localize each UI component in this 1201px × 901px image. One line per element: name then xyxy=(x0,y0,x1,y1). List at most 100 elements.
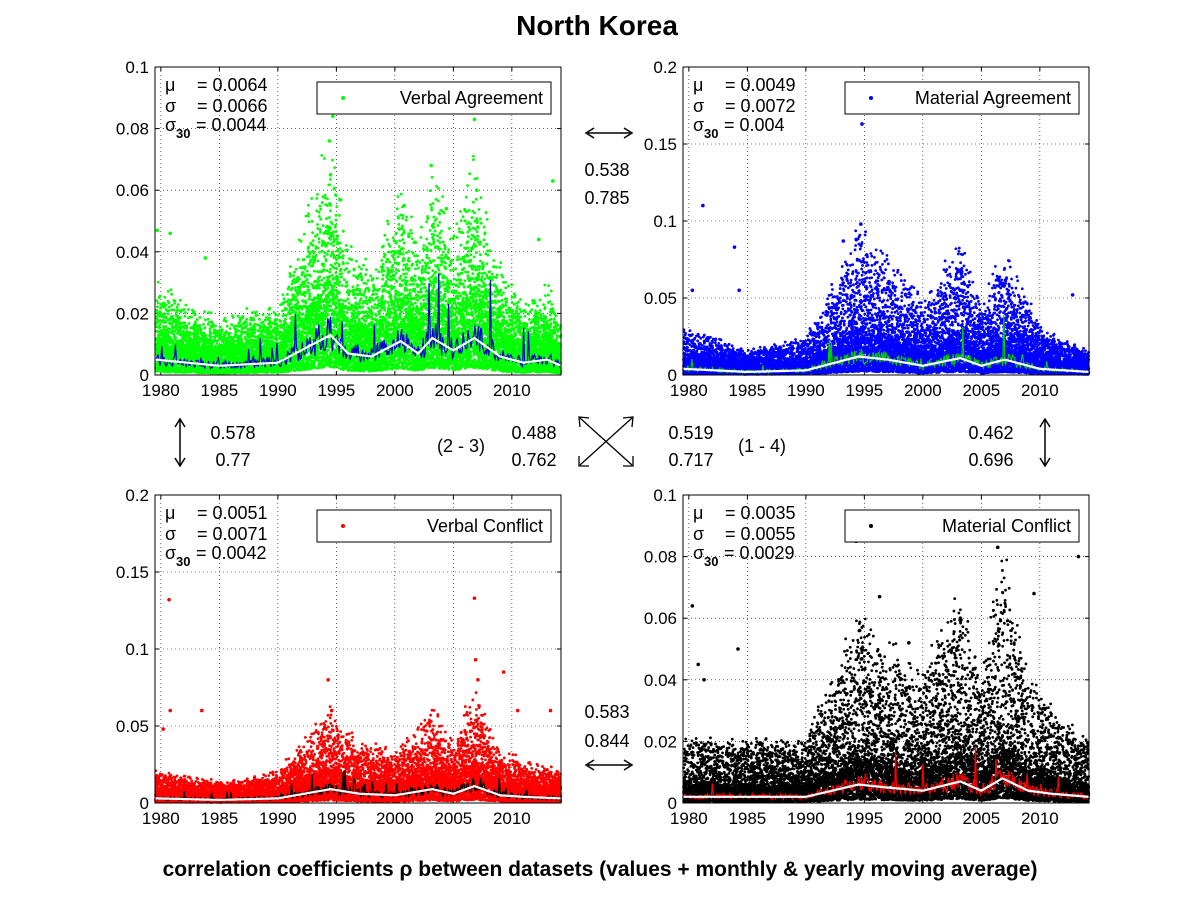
data-point xyxy=(302,232,306,236)
data-point xyxy=(311,231,314,235)
data-point xyxy=(283,300,287,304)
data-point xyxy=(228,331,232,335)
data-point xyxy=(194,320,197,324)
data-point xyxy=(157,314,161,318)
data-point xyxy=(183,321,187,325)
x-tick-label: 1980 xyxy=(142,381,180,400)
data-point xyxy=(176,303,180,306)
data-point xyxy=(272,311,276,314)
data-point xyxy=(195,318,199,321)
data-point xyxy=(228,327,232,330)
data-point xyxy=(309,274,312,278)
data-point xyxy=(307,315,310,319)
data-point xyxy=(171,315,175,319)
data-point xyxy=(164,303,168,307)
data-point xyxy=(282,297,286,301)
y-tick-label: 0.08 xyxy=(116,120,149,139)
data-point xyxy=(284,313,288,317)
data-point xyxy=(292,274,295,277)
data-point xyxy=(206,311,210,314)
data-point xyxy=(298,310,301,314)
data-point xyxy=(156,301,160,305)
x-tick-label: 2005 xyxy=(434,381,472,400)
y-tick-label: 0.1 xyxy=(125,58,149,77)
y-tick-label: 0.02 xyxy=(116,304,149,323)
data-point xyxy=(237,329,240,333)
data-point xyxy=(267,339,271,343)
data-point xyxy=(168,327,172,331)
data-point xyxy=(156,280,160,284)
data-point xyxy=(215,342,219,345)
data-point xyxy=(302,258,306,262)
data-point xyxy=(182,308,186,311)
data-point xyxy=(308,251,312,254)
data-point xyxy=(305,291,308,294)
data-point xyxy=(240,323,244,327)
data-point xyxy=(166,289,170,293)
data-point xyxy=(253,328,257,332)
data-point xyxy=(303,274,307,277)
data-point xyxy=(311,243,315,247)
data-point xyxy=(252,318,256,322)
data-point xyxy=(261,320,265,324)
data-point xyxy=(305,269,309,273)
data-point xyxy=(307,220,311,224)
data-point xyxy=(167,305,171,309)
data-point xyxy=(263,318,267,322)
data-point xyxy=(157,326,161,330)
data-point xyxy=(289,273,293,277)
data-point xyxy=(307,255,311,259)
data-point xyxy=(198,340,202,344)
data-point xyxy=(163,295,167,299)
data-point xyxy=(169,288,173,292)
data-point xyxy=(302,271,305,274)
data-point xyxy=(166,312,170,316)
data-point xyxy=(175,310,178,314)
data-point xyxy=(314,253,318,257)
y-tick-label: 0.06 xyxy=(116,181,149,200)
data-point xyxy=(255,310,258,314)
data-point xyxy=(285,307,289,311)
data-point xyxy=(307,245,311,249)
data-point xyxy=(178,316,182,320)
data-point xyxy=(196,332,200,336)
data-point xyxy=(297,328,301,332)
y-tick-label: 0 xyxy=(140,366,149,385)
data-point xyxy=(261,313,265,317)
data-point xyxy=(298,289,302,293)
data-point xyxy=(209,335,213,339)
data-point xyxy=(303,294,307,298)
data-point xyxy=(305,334,309,338)
data-point xyxy=(308,294,312,298)
data-point xyxy=(170,292,173,296)
data-point xyxy=(294,295,298,299)
data-point xyxy=(279,320,283,323)
x-tick-label: 1990 xyxy=(259,381,297,400)
data-point xyxy=(202,322,205,326)
data-point xyxy=(253,331,257,335)
data-point xyxy=(309,324,313,328)
data-point xyxy=(158,323,162,327)
data-point xyxy=(286,293,289,296)
data-point xyxy=(209,311,213,315)
data-point xyxy=(268,316,271,320)
data-point xyxy=(178,298,182,302)
data-point xyxy=(267,313,271,317)
data-point xyxy=(275,318,278,321)
data-point xyxy=(204,333,208,337)
data-point xyxy=(190,315,193,319)
data-point xyxy=(173,299,177,303)
x-tick-label: 1985 xyxy=(200,381,238,400)
data-point xyxy=(311,239,315,243)
data-point xyxy=(310,220,314,223)
data-point xyxy=(281,293,285,297)
data-point xyxy=(282,324,286,328)
data-point xyxy=(287,285,291,289)
data-point xyxy=(225,324,229,328)
data-point xyxy=(288,265,292,268)
data-point xyxy=(301,312,305,316)
data-point xyxy=(187,308,190,311)
data-point xyxy=(174,336,178,340)
data-point xyxy=(220,330,224,333)
data-point xyxy=(155,315,159,319)
